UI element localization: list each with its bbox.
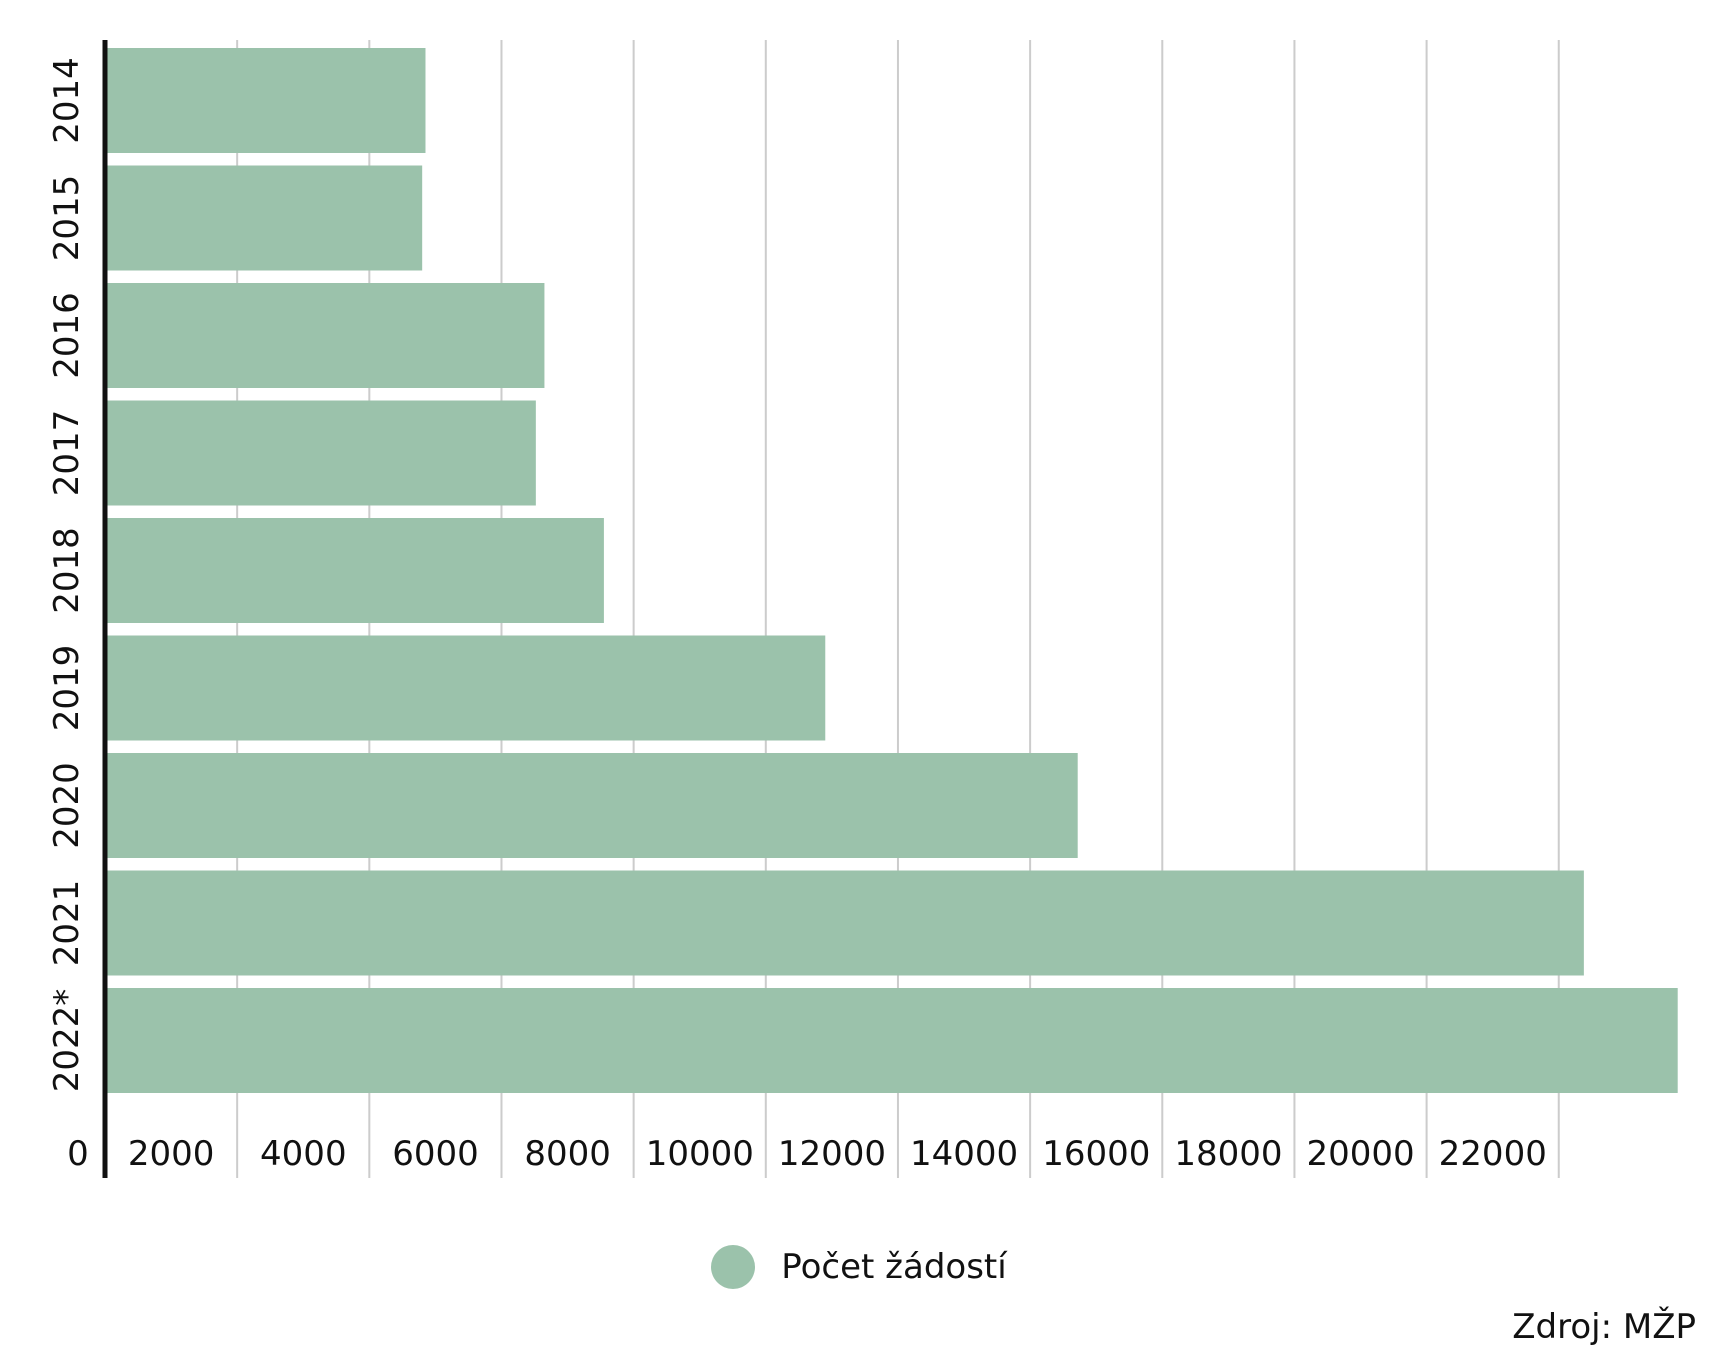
- category-labels: 2014 2015 2016 2017 2018 2019 2020 2021 2022*: [47, 57, 87, 1092]
- bar-2017: [107, 400, 536, 506]
- x-tick-label: 14000: [910, 1134, 1018, 1174]
- x-tick-label: 22000: [1439, 1134, 1547, 1174]
- x-tick-label: 0: [67, 1134, 89, 1174]
- x-tick-label: 8000: [524, 1134, 611, 1174]
- x-tick-label: 4000: [260, 1134, 347, 1174]
- bar-2019: [107, 635, 826, 741]
- bar-2015: [107, 165, 423, 271]
- category-label: 2020: [47, 762, 87, 849]
- legend: Počet žádostí: [0, 1245, 1718, 1289]
- x-tick-label: 12000: [778, 1134, 886, 1174]
- x-tick-label: 2000: [128, 1134, 215, 1174]
- x-tick-label: 10000: [646, 1134, 754, 1174]
- category-label: 2016: [47, 292, 87, 379]
- category-label: 2018: [47, 527, 87, 614]
- x-tick-label: 6000: [392, 1134, 479, 1174]
- bar-2021: [107, 870, 1584, 976]
- x-tick-label: 18000: [1174, 1134, 1282, 1174]
- category-label: 2022*: [47, 989, 87, 1093]
- x-tick-label: 16000: [1042, 1134, 1150, 1174]
- category-label: 2019: [47, 645, 87, 732]
- bar-2016: [107, 283, 545, 388]
- category-label: 2021: [47, 880, 87, 967]
- x-tick-label: 20000: [1307, 1134, 1415, 1174]
- bar-2022: [107, 988, 1678, 1093]
- bar-2014: [107, 48, 426, 153]
- bar-2018: [107, 518, 604, 623]
- category-label: 2014: [47, 57, 87, 144]
- x-tick-labels: 0 2000 4000 6000 8000 10000 12000 14000 16000 180…: [67, 1134, 1547, 1174]
- legend-marker-icon: [711, 1245, 756, 1289]
- bars: [107, 48, 1678, 1093]
- category-label: 2015: [47, 175, 87, 262]
- source-note: Zdroj: MŽP: [1512, 1307, 1696, 1347]
- category-label: 2017: [47, 410, 87, 497]
- legend-label: Počet žádostí: [781, 1247, 1007, 1287]
- bar-2020: [107, 753, 1078, 858]
